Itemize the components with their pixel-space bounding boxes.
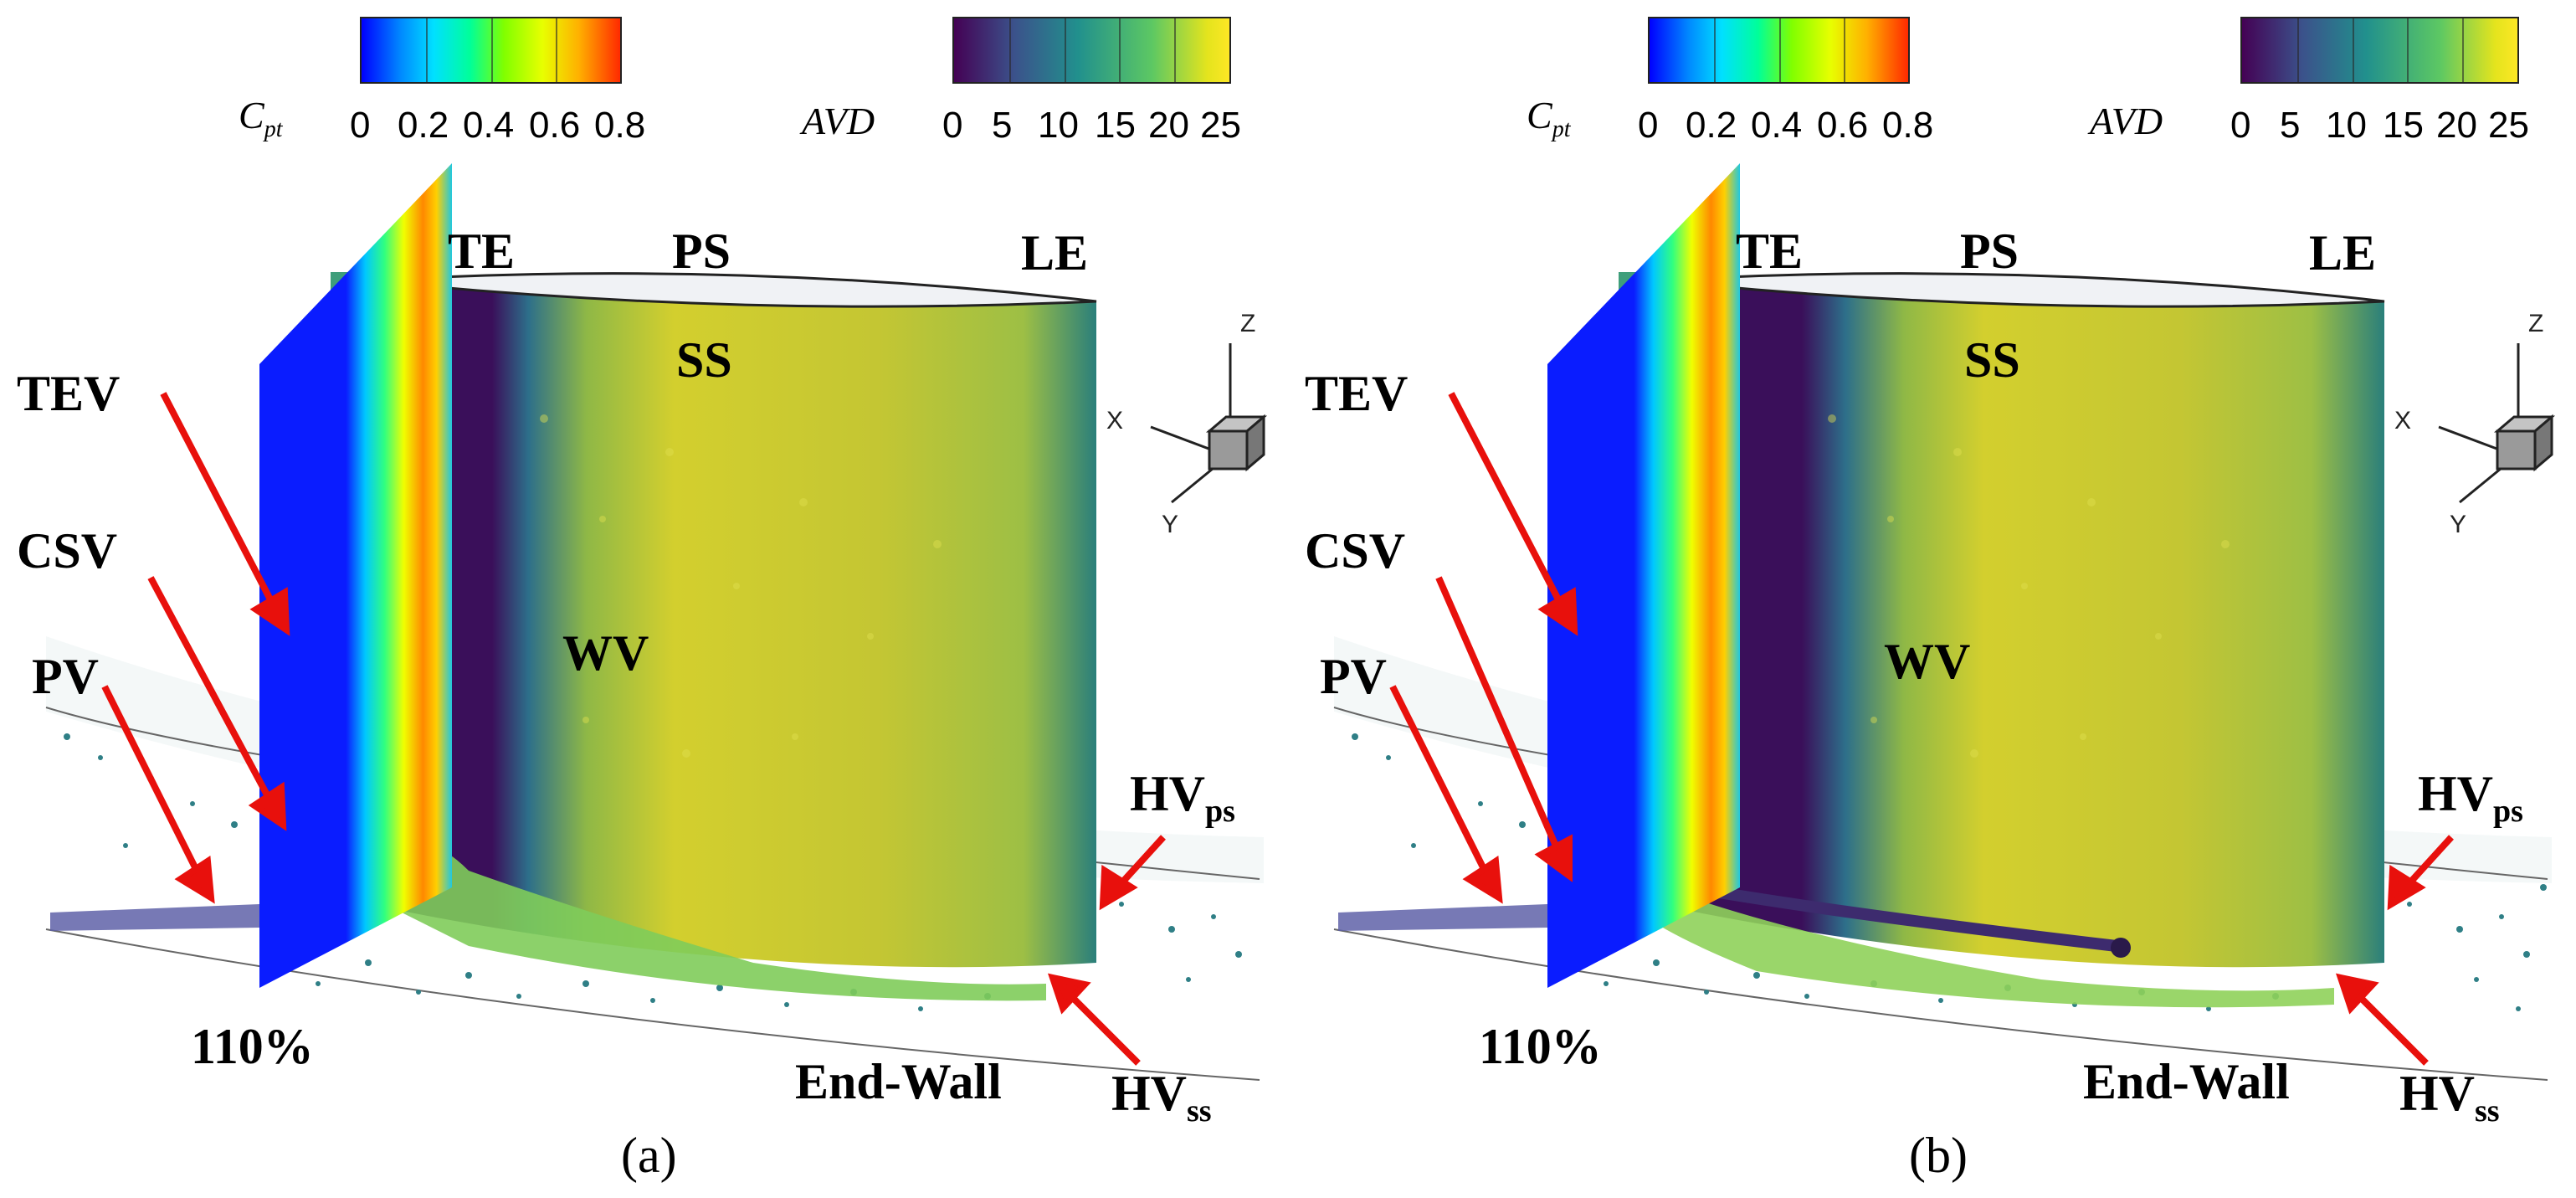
- panel-a: Cpt 0 0.2 0.4 0.6 0.8 AVD 0 5 10 15 20 2…: [17, 17, 1268, 1183]
- label-te: TE: [1736, 224, 1804, 279]
- axis-y-label: Y: [2450, 511, 2467, 538]
- cpt-tick-2: 0.4: [463, 105, 515, 146]
- avd-tick-5: 25: [1200, 105, 1241, 146]
- label-csv: CSV: [1305, 523, 1406, 578]
- arrow-hvps: [1119, 835, 1166, 886]
- label-csv: CSV: [17, 523, 118, 578]
- blade-body: [1656, 280, 2384, 968]
- pv-tube: [50, 904, 259, 931]
- label-ps: PS: [672, 224, 731, 279]
- cpt-tick-3: 0.6: [1817, 105, 1869, 146]
- label-hv-ss: HVss: [1111, 1066, 1212, 1129]
- avd-tick-2: 10: [2326, 105, 2367, 146]
- label-end-wall: End-Wall: [795, 1054, 1002, 1109]
- axis-z-label: Z: [2528, 310, 2544, 337]
- cpt-tick-1: 0.2: [398, 105, 449, 146]
- cpt-colorbar: [360, 17, 622, 84]
- arrow-hvps: [2407, 835, 2454, 886]
- label-plane-pct: 110%: [1479, 1019, 1602, 1074]
- blade-top: [367, 272, 1097, 308]
- label-hv-ss: HVss: [2399, 1066, 2500, 1129]
- cpt-tick-3: 0.6: [529, 105, 581, 146]
- panel-caption: (a): [621, 1128, 677, 1183]
- label-tev: TEV: [17, 366, 121, 421]
- blade-texture: [1828, 414, 2230, 758]
- cpt-tick-2: 0.4: [1751, 105, 1803, 146]
- avd-tick-1: 5: [992, 105, 1013, 146]
- axis-triad: [2438, 343, 2556, 504]
- avd-tick-0: 0: [942, 105, 963, 146]
- blade-top: [1655, 272, 2385, 308]
- cpt-tick-1: 0.2: [1686, 105, 1737, 146]
- cpt-tick-0: 0: [350, 105, 371, 146]
- label-te: TE: [448, 224, 516, 279]
- avd-tick-1: 5: [2280, 105, 2301, 146]
- arrow-csv: [1435, 576, 1561, 851]
- avd-tick-3: 15: [1095, 105, 1136, 146]
- avd-tick-2: 10: [1038, 105, 1079, 146]
- arrow-csv: [147, 576, 273, 801]
- cpt-tick-4: 0.8: [1882, 105, 1934, 146]
- label-end-wall: End-Wall: [2083, 1054, 2290, 1109]
- arrow-tev: [1448, 392, 1563, 604]
- axis-triad: [1150, 343, 1268, 504]
- arrow-pv: [1389, 685, 1488, 872]
- label-ps: PS: [1960, 224, 2019, 279]
- label-hv-ps: HVps: [1130, 766, 1235, 829]
- avd-tick-3: 15: [2383, 105, 2424, 146]
- cpt-tick-4: 0.8: [594, 105, 646, 146]
- cpt-colorbar-title: Cpt: [1527, 94, 1571, 143]
- blade-scene: [45, 163, 1268, 1081]
- arrow-pv: [101, 685, 200, 872]
- avd-colorbar: [952, 17, 1231, 84]
- label-ss: SS: [676, 332, 732, 388]
- blade-texture: [540, 414, 942, 758]
- end-wall-edge-lower: [1333, 928, 2548, 1081]
- axis-y-label: Y: [1162, 511, 1179, 538]
- label-pv: PV: [1320, 649, 1387, 704]
- annotation-arrows: [101, 392, 1166, 1066]
- separation-vortex: [1688, 882, 2117, 952]
- label-hv-ps: HVps: [2418, 766, 2523, 829]
- panel-caption: (b): [1909, 1128, 1968, 1183]
- vortex-end: [2111, 938, 2131, 958]
- cpt-plane: [259, 163, 452, 988]
- axis-x-label: X: [1106, 407, 1124, 434]
- label-pv: PV: [32, 649, 99, 704]
- avd-colorbar-title: AVD: [2090, 100, 2163, 142]
- blade-scene: [1333, 163, 2556, 1081]
- axis-x-label: X: [2394, 407, 2412, 434]
- arrow-hvss: [2357, 994, 2429, 1066]
- avd-tick-0: 0: [2230, 105, 2251, 146]
- label-le: LE: [1021, 225, 1089, 280]
- label-tev: TEV: [1305, 366, 1409, 421]
- cpt-plane: [1547, 163, 1740, 988]
- blade-body: [368, 280, 1096, 968]
- label-ss: SS: [1964, 332, 2020, 388]
- avd-colorbar-title: AVD: [802, 100, 875, 142]
- avd-tick-5: 25: [2488, 105, 2529, 146]
- pv-tube: [1338, 904, 1547, 931]
- panel-b: Cpt 0 0.2 0.4 0.6 0.8 AVD 0 5 10 15 20 2…: [1288, 0, 2576, 1198]
- label-wv: WV: [1884, 634, 1971, 689]
- label-wv: WV: [562, 625, 649, 681]
- cpt-colorbar-title: Cpt: [239, 94, 283, 143]
- label-plane-pct: 110%: [191, 1019, 314, 1074]
- end-wall-edge-lower: [45, 928, 1260, 1081]
- avd-tick-4: 20: [1148, 105, 1189, 146]
- arrow-tev: [160, 392, 275, 604]
- avd-tick-4: 20: [2436, 105, 2477, 146]
- arrow-hvss: [1069, 994, 1141, 1066]
- cpt-colorbar: [1648, 17, 1910, 84]
- avd-colorbar: [2240, 17, 2519, 84]
- annotation-arrows: [1389, 392, 2454, 1066]
- label-le: LE: [2309, 225, 2377, 280]
- corner-vortex: [1640, 879, 2334, 1008]
- axis-z-label: Z: [1240, 310, 1256, 337]
- cpt-tick-0: 0: [1638, 105, 1659, 146]
